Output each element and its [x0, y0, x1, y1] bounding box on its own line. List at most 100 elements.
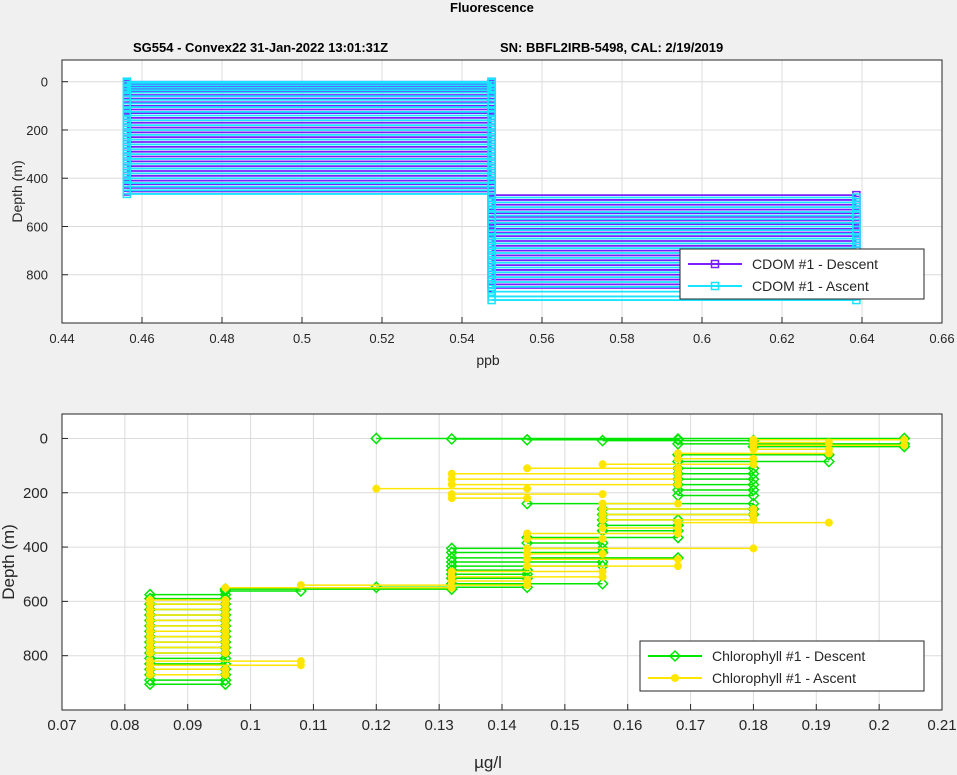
data-point [487, 229, 496, 238]
data-point [487, 202, 496, 212]
data-point [523, 581, 532, 590]
legend-entry-label: CDOM #1 - Ascent [752, 278, 869, 294]
data-point [487, 248, 496, 258]
x-tick-label: 0.18 [739, 717, 768, 734]
series-2 [146, 435, 909, 679]
data-point [487, 198, 496, 207]
data-point [671, 433, 685, 446]
x-tick-label: 0.44 [49, 331, 74, 346]
legend: Chlorophyll #1 - Descent Chlorophyll #1 -… [639, 640, 925, 692]
figure-subtitle-left: SG554 - Convex22 31-Jan-2022 13:01:31Z [133, 40, 389, 55]
data-point [146, 648, 154, 657]
cdom-plot: 0.44 0.46 0.48 0.5 0.52 0.54 0.56 0.58 0.6 0.62 0.… [9, 59, 955, 368]
data-point [122, 140, 132, 149]
data-point [487, 169, 496, 178]
data-point [487, 239, 496, 248]
data-point [487, 173, 496, 183]
data-point [900, 441, 909, 450]
data-point [487, 193, 496, 202]
data-point [296, 581, 305, 590]
data-point [852, 234, 861, 243]
data-point [296, 661, 305, 670]
data-point [370, 432, 383, 445]
data-point [822, 455, 835, 468]
data-point [747, 483, 760, 497]
data-point [447, 480, 456, 489]
data-point [487, 111, 496, 120]
x-axis-label: µg/l [474, 753, 502, 772]
data-point [122, 135, 132, 144]
data-point [487, 272, 496, 282]
data-point [487, 116, 496, 125]
data-point [852, 193, 861, 202]
x-tick-label: 0.52 [369, 331, 394, 346]
x-tick-label: 0.66 [929, 331, 954, 346]
data-point [596, 434, 609, 447]
data-point [521, 564, 534, 577]
plot-frame [61, 59, 943, 324]
figure-subtitle-right: SN: BBFL2IRB-5498, CAL: 2/19/2019 [500, 40, 724, 55]
data-point [598, 572, 607, 581]
data-point [487, 268, 496, 277]
legend-box [679, 248, 925, 300]
legend-swatch-marker [671, 674, 679, 682]
data-point [487, 164, 496, 173]
x-tick-label: 0.19 [802, 717, 831, 734]
data-point [671, 483, 685, 497]
y-axis-label: Depth (m) [0, 524, 18, 600]
x-tick-label: 0.6 [693, 331, 711, 346]
data-point [487, 102, 496, 112]
x-tick-label: 0.46 [129, 331, 154, 346]
data-point [487, 145, 496, 154]
data-point [824, 518, 833, 527]
data-point [143, 674, 157, 687]
data-point [487, 149, 496, 159]
data-point [221, 583, 230, 592]
data-point [219, 678, 232, 691]
x-tick-label: 0.12 [362, 717, 391, 734]
data-point [852, 229, 861, 238]
data-point [122, 189, 132, 199]
data-point [824, 438, 833, 447]
data-point [521, 497, 534, 510]
x-tick-label: 0.62 [769, 331, 794, 346]
legend-entry-label: Chlorophyll #1 - Ascent [712, 670, 856, 686]
data-point [598, 524, 607, 533]
data-point [487, 135, 496, 144]
data-point [487, 263, 496, 272]
plot-frame [61, 413, 943, 711]
data-point [487, 234, 496, 243]
chlorophyll-plot: 0.07 0.08 0.09 0.1 0.11 0.12 0.13 0.14 0.15 0.16 0… [0, 413, 957, 772]
data-point [445, 432, 458, 446]
legend-entry-label: Chlorophyll #1 - Descent [712, 648, 865, 664]
data-point [447, 583, 456, 592]
data-point [521, 433, 534, 446]
data-point [674, 499, 682, 508]
data-point [445, 551, 458, 564]
data-point [122, 173, 132, 183]
legend-swatch-marker [710, 281, 720, 291]
data-point [487, 125, 496, 135]
data-point [122, 145, 132, 154]
x-tick-label: 0.56 [529, 331, 554, 346]
data-point [523, 464, 532, 473]
data-point [221, 670, 230, 679]
y-tick-label: 0 [41, 75, 48, 90]
data-point [487, 282, 496, 292]
data-point [122, 102, 132, 112]
x-tick-label: 0.54 [449, 331, 474, 346]
data-point [122, 154, 132, 164]
y-tick-label: 800 [23, 648, 48, 665]
legend-swatch-marker [710, 259, 720, 269]
data-point [598, 460, 607, 469]
data-point [674, 454, 682, 463]
data-point [747, 489, 760, 502]
data-point [824, 449, 833, 458]
data-point [487, 243, 496, 253]
data-point [487, 159, 496, 169]
data-point [749, 544, 758, 553]
x-tick-label: 0.08 [110, 717, 139, 734]
data-point [122, 116, 132, 125]
legend-swatch-marker [668, 649, 682, 663]
